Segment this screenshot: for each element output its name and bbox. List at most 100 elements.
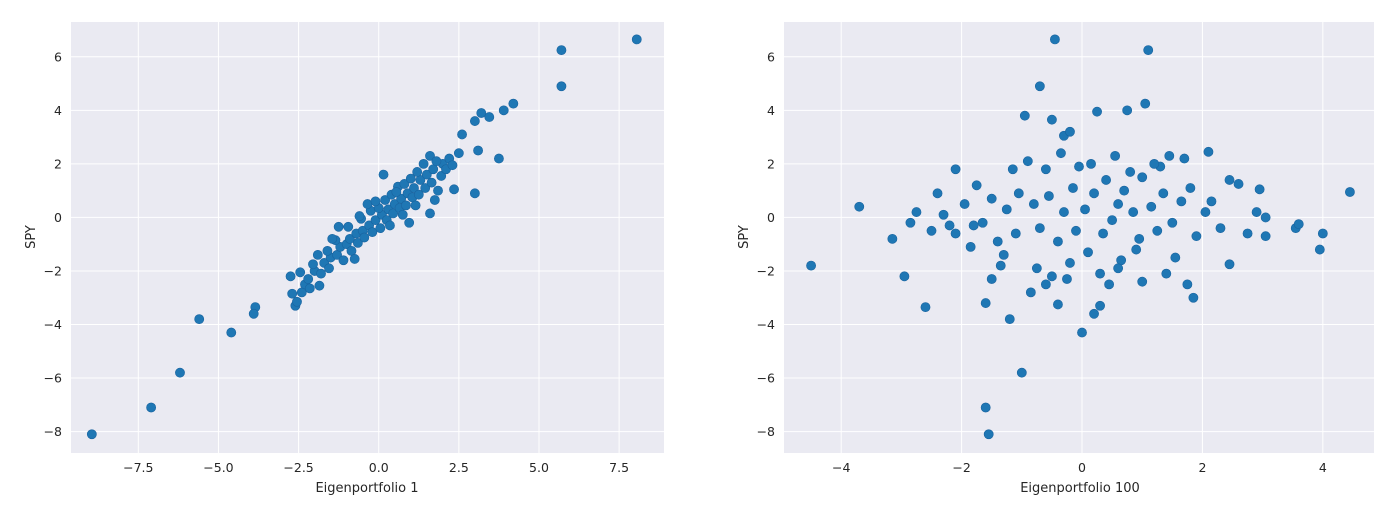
data-point xyxy=(508,98,519,109)
data-point xyxy=(425,208,435,219)
data-point xyxy=(344,233,355,244)
data-point xyxy=(1053,236,1063,247)
data-point xyxy=(352,237,363,248)
x-tick-label: −5.0 xyxy=(203,460,233,475)
data-point xyxy=(1185,183,1196,193)
data-point xyxy=(303,274,314,284)
data-point xyxy=(314,280,325,291)
data-point xyxy=(391,187,402,197)
y-tick-label: −4 xyxy=(44,317,62,332)
data-point xyxy=(1200,207,1211,217)
data-point xyxy=(1001,204,1012,215)
data-point xyxy=(333,221,344,232)
data-point xyxy=(1092,106,1102,117)
y-tick-label: 4 xyxy=(767,103,775,118)
data-point xyxy=(1065,258,1075,268)
data-point xyxy=(385,220,395,231)
data-point xyxy=(1071,225,1081,236)
data-point xyxy=(1080,204,1090,215)
data-point xyxy=(926,225,937,236)
data-point xyxy=(1062,274,1072,284)
y-tick-label: 6 xyxy=(54,49,62,64)
x-tick-label: −4 xyxy=(832,460,850,475)
data-point xyxy=(380,195,391,205)
grid xyxy=(784,22,1374,453)
y-tick-label: 2 xyxy=(54,156,62,171)
data-point xyxy=(1053,299,1063,310)
y-tick-label: −2 xyxy=(757,263,775,278)
data-point xyxy=(248,308,259,319)
data-point xyxy=(421,169,432,180)
data-point xyxy=(1254,184,1265,195)
data-point xyxy=(327,233,338,244)
data-point xyxy=(378,169,389,180)
data-point xyxy=(469,188,480,199)
data-point xyxy=(1164,150,1175,161)
data-point xyxy=(295,267,306,278)
y-axis-label: SPY xyxy=(24,225,39,249)
data-point xyxy=(1203,146,1214,157)
data-point xyxy=(388,208,399,219)
data-point xyxy=(899,271,910,282)
data-point xyxy=(959,199,970,209)
data-point xyxy=(1098,228,1108,239)
data-point xyxy=(370,196,381,207)
data-point xyxy=(1004,314,1015,325)
grid xyxy=(71,22,664,453)
data-point xyxy=(1122,105,1133,116)
data-point xyxy=(86,429,97,440)
data-point xyxy=(1010,228,1021,239)
data-point xyxy=(1260,231,1271,242)
data-point xyxy=(412,167,423,177)
data-point xyxy=(1095,300,1105,311)
data-point xyxy=(1119,185,1130,196)
data-point xyxy=(308,259,318,270)
tick-labels: −7.5 −5.0 −2.5 0.0 2.5 5.0 7.5 −8 −6 −4 −2 0 2 4 6 xyxy=(44,49,630,475)
data-point xyxy=(1007,164,1018,175)
data-point xyxy=(932,188,943,199)
data-point xyxy=(1019,110,1030,121)
data-point xyxy=(944,220,955,231)
y-axis-label: SPY xyxy=(737,225,752,249)
data-point xyxy=(1016,367,1027,378)
data-point xyxy=(287,288,298,299)
data-point xyxy=(292,296,302,307)
x-tick-label: 4 xyxy=(1319,460,1327,475)
data-point xyxy=(175,367,185,378)
data-point xyxy=(1034,81,1045,92)
data-point xyxy=(1107,215,1118,225)
data-point xyxy=(453,148,464,159)
chart-eigenportfolio-100: −4 −2 0 2 4 −8 −6 −4 −2 0 2 4 6 Eigenportfolio 100 S… xyxy=(737,22,1374,496)
data-point xyxy=(1089,308,1099,319)
x-tick-label: 2 xyxy=(1198,460,1206,475)
data-point xyxy=(359,232,370,243)
data-point xyxy=(911,207,922,217)
data-point xyxy=(1233,179,1244,189)
data-point xyxy=(498,105,509,116)
data-point xyxy=(1137,276,1148,287)
data-point xyxy=(226,327,237,338)
data-point xyxy=(194,314,205,325)
data-point xyxy=(1131,244,1142,255)
data-point xyxy=(324,263,334,274)
data-point xyxy=(1056,148,1066,159)
data-point xyxy=(397,209,408,220)
data-point xyxy=(457,129,467,140)
data-point xyxy=(1242,228,1253,239)
data-point xyxy=(1047,271,1057,282)
data-point xyxy=(1140,98,1151,109)
data-point xyxy=(375,223,386,234)
data-point xyxy=(494,153,504,164)
data-point xyxy=(1224,175,1235,185)
data-point xyxy=(370,215,381,225)
data-point xyxy=(1158,188,1169,199)
data-point xyxy=(1206,196,1217,207)
data-point xyxy=(146,402,157,413)
data-point xyxy=(1074,161,1084,172)
x-tick-label: 2.5 xyxy=(449,460,469,475)
data-point xyxy=(983,429,994,440)
data-point xyxy=(401,200,411,211)
data-point xyxy=(349,254,360,264)
data-point xyxy=(1065,126,1075,137)
